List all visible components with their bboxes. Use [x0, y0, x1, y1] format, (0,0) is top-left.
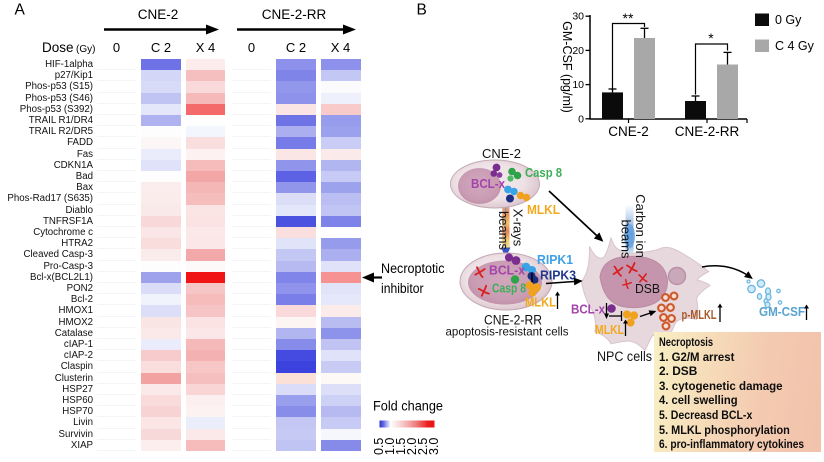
svg-text:2.0: 2.0: [405, 438, 419, 455]
svg-text:beams: beams: [496, 211, 511, 251]
svg-text:0: 0: [578, 113, 584, 125]
svg-text:MLKL: MLKL: [525, 296, 556, 310]
svg-text:GM-CSF: GM-CSF: [759, 305, 805, 319]
svg-text:3.0: 3.0: [427, 438, 441, 455]
svg-text:C 2: C 2: [151, 40, 171, 55]
svg-text:20: 20: [572, 45, 584, 57]
svg-text:C 2: C 2: [286, 40, 306, 55]
svg-text:inhibitor: inhibitor: [381, 281, 424, 296]
svg-text:**: **: [623, 10, 634, 26]
svg-text:(Gy): (Gy): [76, 44, 95, 55]
svg-text:RIPK1: RIPK1: [537, 253, 573, 267]
svg-text:CNE-2-RR: CNE-2-RR: [484, 313, 542, 328]
svg-text:CNE-2-RR: CNE-2-RR: [675, 124, 740, 139]
svg-text:Casp 8: Casp 8: [492, 282, 526, 296]
svg-text:NPC cells: NPC cells: [597, 349, 652, 364]
svg-text:0 Gy: 0 Gy: [775, 13, 802, 27]
svg-text:BCL-x: BCL-x: [571, 303, 605, 317]
svg-text:1.5: 1.5: [394, 438, 408, 455]
svg-text:X 4: X 4: [196, 40, 216, 55]
svg-text:X-rays: X-rays: [511, 209, 526, 247]
svg-text:apoptosis-resistant cells: apoptosis-resistant cells: [446, 325, 569, 339]
svg-text:BCL-x: BCL-x: [489, 264, 525, 278]
svg-text:MLKL: MLKL: [595, 323, 624, 337]
svg-text:RIPK3: RIPK3: [540, 269, 576, 283]
svg-text:0.5: 0.5: [372, 438, 386, 455]
svg-text:0: 0: [248, 40, 255, 55]
svg-text:beams: beams: [619, 219, 634, 259]
svg-text:1.0: 1.0: [383, 438, 397, 455]
svg-text:A: A: [15, 2, 26, 19]
svg-text:Casp 8: Casp 8: [525, 166, 562, 180]
svg-text:30: 30: [572, 11, 584, 23]
svg-text:*: *: [708, 30, 714, 46]
svg-text:CNE-2: CNE-2: [138, 7, 179, 22]
svg-text:X 4: X 4: [331, 40, 351, 55]
svg-text:C 4 Gy: C 4 Gy: [775, 39, 815, 53]
svg-text:B: B: [417, 2, 427, 19]
svg-text:DSB: DSB: [635, 281, 660, 296]
svg-text:Dose: Dose: [42, 40, 74, 55]
svg-text:CNE-2-RR: CNE-2-RR: [262, 7, 327, 22]
svg-text:CNE-2: CNE-2: [608, 124, 649, 139]
svg-text:BCL-x: BCL-x: [471, 177, 505, 191]
svg-text:2.5: 2.5: [416, 438, 430, 455]
svg-text:p-MLKL: p-MLKL: [682, 308, 717, 322]
svg-text:10: 10: [572, 79, 584, 91]
svg-text:Carbon ion: Carbon ion: [633, 194, 648, 258]
svg-text:CNE-2: CNE-2: [482, 146, 521, 161]
svg-text:MLKL: MLKL: [527, 203, 560, 217]
svg-text:Fold change: Fold change: [373, 399, 443, 414]
svg-text:Necroptotic: Necroptotic: [381, 261, 445, 276]
svg-text:GM-CSF (pg/ml): GM-CSF (pg/ml): [560, 21, 574, 113]
svg-text:0: 0: [113, 40, 120, 55]
